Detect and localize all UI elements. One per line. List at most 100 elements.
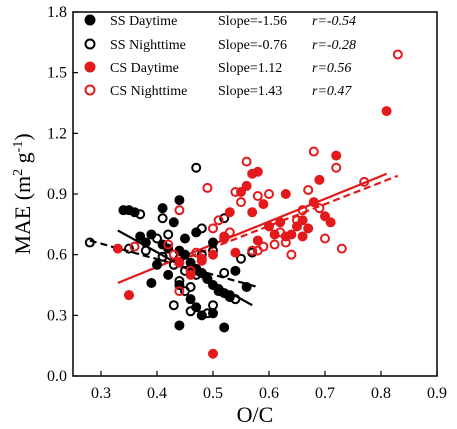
legend-slope: Slope=1.43 <box>218 84 282 99</box>
data-point <box>185 294 196 305</box>
data-point <box>174 205 185 216</box>
x-tick-label: 0.4 <box>147 385 167 402</box>
data-point <box>174 257 185 268</box>
data-point <box>152 259 162 270</box>
x-tick-label: 0.9 <box>427 385 447 402</box>
data-point <box>163 269 174 280</box>
data-point <box>320 233 330 244</box>
data-point <box>252 245 263 256</box>
y-tick-label: 0.0 <box>47 368 67 385</box>
legend-series-name: CS Nighttime <box>110 84 187 99</box>
legend-series-name: CS Daytime <box>110 61 179 76</box>
data-point <box>280 189 291 199</box>
data-point <box>208 348 218 359</box>
data-point <box>314 203 325 214</box>
y-axis-title: MAE (m2 g-1) <box>10 133 35 254</box>
legend-slope: Slope=1.12 <box>218 61 282 76</box>
data-point <box>241 180 252 191</box>
data-point <box>180 233 190 244</box>
data-point <box>213 215 224 226</box>
data-point <box>180 286 190 297</box>
legend-marker <box>84 14 96 26</box>
data-point <box>219 322 230 333</box>
data-point <box>202 182 213 193</box>
data-point <box>124 243 134 254</box>
data-point <box>325 217 336 228</box>
y-tick-label: 0.6 <box>47 247 67 264</box>
y-tick-label: 1.8 <box>47 4 67 21</box>
data-point <box>168 300 179 311</box>
data-point <box>157 251 168 262</box>
data-point <box>191 247 202 258</box>
data-point <box>230 247 241 258</box>
data-point <box>124 290 134 301</box>
data-point <box>185 306 196 317</box>
legend-marker <box>84 61 96 73</box>
data-point <box>230 186 241 197</box>
data-point <box>157 213 168 224</box>
x-tick-label: 0.3 <box>91 385 111 402</box>
data-point <box>196 223 207 234</box>
data-point <box>140 245 151 256</box>
data-point <box>381 106 392 117</box>
data-point <box>314 174 325 185</box>
x-tick-label: 0.7 <box>315 385 335 402</box>
data-point <box>157 203 168 214</box>
y-tick-label: 1.2 <box>47 125 67 142</box>
data-point <box>252 166 263 177</box>
data-point <box>236 253 246 264</box>
data-point <box>84 237 95 248</box>
data-point <box>224 207 235 218</box>
x-axis: 0.3 0.4 0.5 0.6 0.7 0.8 0.9 <box>91 371 447 402</box>
data-point <box>168 217 179 228</box>
data-point <box>258 199 269 210</box>
data-point <box>303 184 314 195</box>
x-tick-label: 0.6 <box>259 385 279 402</box>
data-point <box>331 150 342 161</box>
legend-r: r=0.56 <box>312 61 351 76</box>
data-point <box>213 286 224 297</box>
data-points <box>84 49 403 359</box>
data-point <box>297 231 308 242</box>
data-point <box>146 277 157 288</box>
data-point <box>163 229 174 240</box>
data-point <box>252 235 263 246</box>
data-point <box>174 286 185 297</box>
y-tick-label: 0.3 <box>47 307 67 324</box>
data-point <box>163 239 174 250</box>
trend-line <box>89 239 259 289</box>
data-point <box>280 237 291 248</box>
y-tick-label: 0.9 <box>47 186 67 203</box>
data-point <box>230 294 241 305</box>
data-point <box>308 146 319 157</box>
data-point <box>359 176 370 187</box>
data-point <box>174 320 185 331</box>
data-point <box>275 227 286 238</box>
legend-marker <box>84 38 96 50</box>
data-point <box>168 249 179 260</box>
data-point <box>208 223 218 234</box>
trend-line <box>117 172 388 284</box>
data-point <box>336 243 347 254</box>
legend: SS Daytime Slope=-1.56 r=-0.54 SS Nighttime… <box>84 14 356 99</box>
data-point <box>196 255 207 266</box>
y-tick-label: 1.5 <box>47 65 67 82</box>
data-point <box>219 267 230 278</box>
data-point <box>112 243 123 254</box>
data-point <box>219 213 230 224</box>
data-point <box>208 249 218 260</box>
data-point <box>269 239 280 250</box>
data-point <box>264 221 274 232</box>
legend-slope: Slope=-0.76 <box>218 38 287 53</box>
x-tick-label: 0.8 <box>371 385 391 402</box>
data-point <box>135 231 146 242</box>
data-point <box>252 191 263 202</box>
legend-series-name: SS Nighttime <box>110 38 186 53</box>
data-point <box>247 245 258 256</box>
data-point <box>236 197 246 208</box>
data-point <box>174 195 185 206</box>
data-point <box>331 162 342 173</box>
data-point <box>297 205 308 216</box>
data-point <box>286 229 297 240</box>
